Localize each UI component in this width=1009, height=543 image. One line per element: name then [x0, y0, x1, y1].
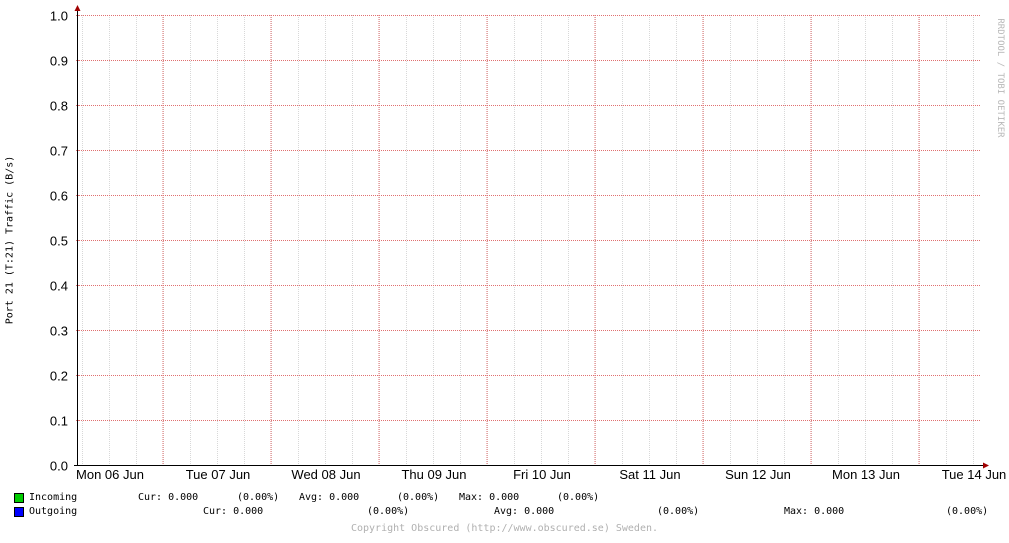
y-tick-label: 0.4 [50, 279, 68, 294]
y-tick-label: 0.5 [50, 234, 68, 249]
legend-outgoing-max: Max: 0.000 [784, 506, 845, 517]
y-tick-label: 0.2 [50, 369, 68, 384]
legend-incoming-avg-pct: (0.00%) [397, 492, 440, 503]
rrdtool-watermark: RRDTOOL / TOBI OETIKER [995, 18, 1005, 138]
y-tick-label: 0.3 [50, 324, 68, 339]
legend-outgoing-avg-pct: (0.00%) [657, 506, 700, 517]
axes [74, 5, 989, 469]
x-tick-label: Sat 11 Jun [619, 467, 680, 482]
y-tick-label: 1.0 [50, 9, 68, 24]
y-tick-label: 0.8 [50, 99, 68, 114]
x-tick-label: Mon 06 Jun [76, 467, 144, 482]
y-tick-labels: 0.0 0.1 0.2 0.3 0.4 0.5 0.6 0.7 0.8 0.9 1.0 [50, 9, 68, 474]
x-tick-label: Tue 07 Jun [186, 467, 251, 482]
legend-incoming-cur: Cur: 0.000 [138, 492, 199, 503]
incoming-swatch [14, 493, 24, 503]
y-tick-label: 0.1 [50, 414, 68, 429]
legend-outgoing-cur: Cur: 0.000 [203, 506, 264, 517]
x-tick-label: Tue 14 Jun [942, 467, 1007, 482]
copyright-footer: Copyright Obscured (http://www.obscured.… [350, 523, 659, 534]
legend-outgoing-cur-pct: (0.00%) [367, 506, 410, 517]
y-axis-label: Port 21 (T:21) Traffic (B/s) [4, 155, 16, 325]
legend-outgoing-name: Outgoing [29, 506, 78, 517]
y-tick-label: 0.9 [50, 54, 68, 69]
x-tick-label: Thu 09 Jun [401, 467, 466, 482]
legend-incoming-max-pct: (0.00%) [557, 492, 600, 503]
legend-incoming-cur-pct: (0.00%) [237, 492, 280, 503]
y-tick-label: 0.7 [50, 144, 68, 159]
y-tick-label: 0.0 [50, 459, 68, 474]
legend-incoming-avg: Avg: 0.000 [299, 492, 360, 503]
x-axis-arrow [983, 462, 989, 469]
y-axis-arrow [74, 5, 81, 11]
outgoing-swatch [14, 507, 24, 517]
y-tick-label: 0.6 [50, 189, 68, 204]
legend-outgoing-max-pct: (0.00%) [946, 506, 989, 517]
legend-incoming-max: Max: 0.000 [459, 492, 520, 503]
x-tick-label: Mon 13 Jun [832, 467, 900, 482]
x-tick-label: Sun 12 Jun [725, 467, 791, 482]
x-tick-label: Wed 08 Jun [291, 467, 360, 482]
x-tick-label: Fri 10 Jun [513, 467, 571, 482]
x-tick-labels: Mon 06 Jun Tue 07 Jun Wed 08 Jun Thu 09 Jun… [76, 467, 1006, 482]
legend-outgoing-avg: Avg: 0.000 [494, 506, 555, 517]
legend-incoming-name: Incoming [29, 492, 78, 503]
major-grid [79, 15, 980, 465]
